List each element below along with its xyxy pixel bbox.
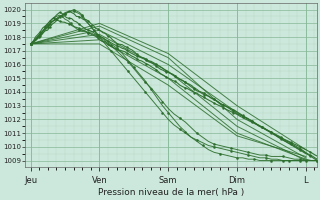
X-axis label: Pression niveau de la mer( hPa ): Pression niveau de la mer( hPa ) [98, 188, 244, 197]
